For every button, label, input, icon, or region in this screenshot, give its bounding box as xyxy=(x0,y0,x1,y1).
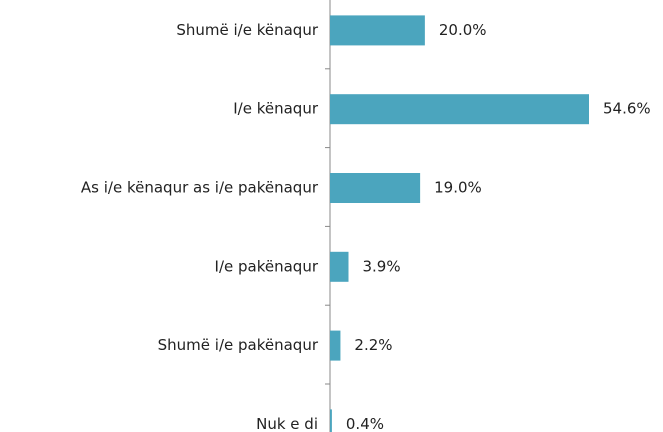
bar xyxy=(330,251,349,282)
value-label: 54.6% xyxy=(603,100,651,118)
category-label: Nuk e di xyxy=(256,415,318,432)
category-label: As i/e kënaqur as i/e pakënaqur xyxy=(81,179,319,197)
bar xyxy=(330,330,341,361)
category-label: I/e pakënaqur xyxy=(215,257,319,275)
value-label: 20.0% xyxy=(439,21,487,39)
value-label: 19.0% xyxy=(434,179,482,197)
category-label: Shumë i/e pakënaqur xyxy=(158,336,319,354)
bar xyxy=(330,94,589,125)
value-label: 2.2% xyxy=(354,336,392,354)
value-label: 0.4% xyxy=(346,415,384,432)
category-label: I/e kënaqur xyxy=(233,100,319,118)
bar xyxy=(330,173,421,203)
value-label: 3.9% xyxy=(363,257,401,275)
bar xyxy=(330,15,425,46)
category-label: Shumë i/e kënaqur xyxy=(176,21,318,39)
bar xyxy=(330,409,332,432)
